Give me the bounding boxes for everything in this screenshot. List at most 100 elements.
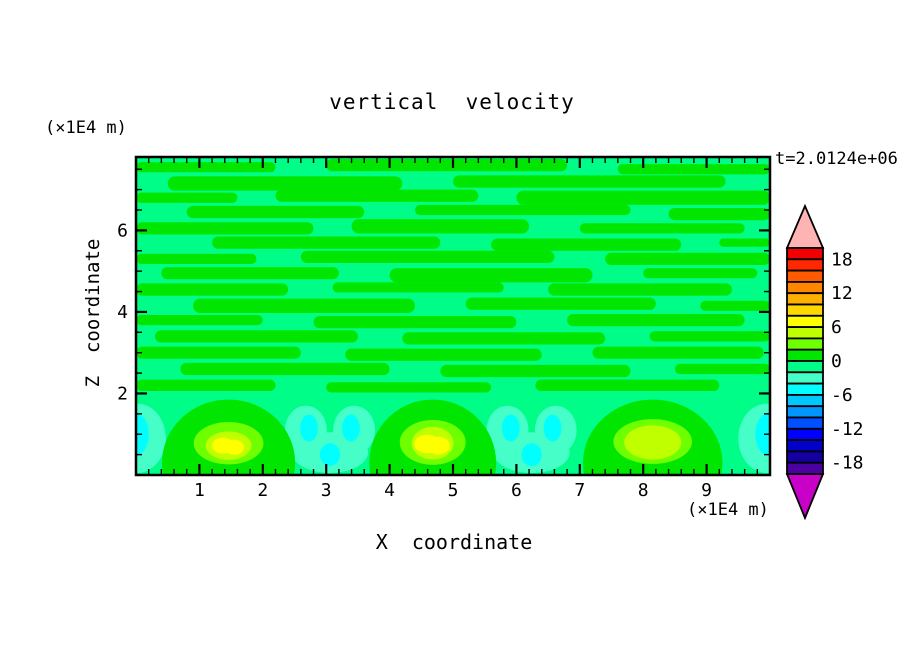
z-tick-label: 6 [117,220,128,241]
streak-band [326,382,492,393]
colorbar-box [786,292,824,306]
colorbar-box [786,360,824,374]
downdraft-core [300,414,318,442]
colorbar-box [786,258,824,272]
streak-band [161,267,339,280]
x-tick-label: 9 [701,480,712,501]
colorbar-label: 12 [831,283,853,304]
z-tick-label: 2 [117,383,128,404]
colorbar: 18 12 6 0 -6 -12 -18 [785,203,864,521]
streak-band [719,238,770,247]
streak-band [136,253,257,265]
streak-band [345,348,542,361]
streak-band [351,219,530,234]
colorbar-under-triangle [785,473,825,521]
time-stamp-label: t=2.0124e+06 [775,149,898,169]
streak-band [605,252,770,266]
colorbar-box [786,427,824,441]
streak-band [440,364,631,378]
colorbar-box [786,314,824,328]
downdraft-core [342,414,360,442]
streak-band [592,346,764,359]
z-tick-label: 4 [117,302,128,323]
downdraft-core [543,414,562,442]
colorbar-box [786,326,824,340]
edge-downdraft-core [136,413,149,455]
streak-band [389,268,593,283]
downdraft-core [501,414,520,442]
streak-band [212,236,441,249]
streak-band [643,268,758,279]
streak-band [649,331,770,342]
colorbar-over-triangle [785,203,825,249]
streak-band [136,222,314,235]
contour-field [136,157,770,475]
streak-band [136,314,263,326]
x-tick-label: 3 [321,480,332,501]
x-tick-label: 1 [194,480,205,501]
colorbar-box [786,439,824,453]
colorbar-label: 6 [831,317,842,338]
streak-band [332,282,504,293]
x-axis-title: X coordinate [375,530,533,554]
z-axis-unit-label: (×1E4 m) [45,118,127,138]
streak-band [167,176,403,191]
edge-downdraft-core [755,413,770,455]
x-tick-label: 7 [574,480,585,501]
x-tick-label: 4 [384,480,395,501]
colorbar-label: 0 [831,351,842,372]
streak-band [136,192,238,203]
colorbar-box [786,461,824,475]
streak-band [700,300,770,311]
streak-band [579,223,745,234]
colorbar-label: -6 [831,385,853,406]
downdraft-core [319,443,341,467]
streak-band [136,379,276,392]
streak-band [136,162,276,173]
updraft-core [224,439,244,455]
colorbar-box [786,416,824,430]
axis-ticks [136,157,770,475]
colorbar-label: 18 [831,249,853,270]
streak-band [180,362,390,376]
streak-band [516,190,770,205]
colorbar-box [786,393,824,408]
streak-band [402,332,606,345]
streak-band [326,159,568,172]
streak-band [491,238,682,251]
streak-band [193,298,415,313]
colorbar-box [786,382,824,396]
x-tick-label: 8 [638,480,649,501]
streak-band [136,346,301,359]
streak-band [548,283,732,296]
streak-band [674,363,770,375]
streak-band [313,316,517,329]
colorbar-box [786,303,824,317]
colorbar-box [786,450,824,464]
streak-band [186,205,365,219]
streak-band [453,175,726,188]
updraft-inner [624,425,682,460]
streak-band [300,250,555,263]
downdraft-core [521,443,542,467]
x-tick-label: 5 [448,480,459,501]
x-axis-unit-label: (×1E4 m) [687,500,769,520]
streak-band [668,207,770,221]
colorbar-box [786,269,824,283]
colorbar-label: -18 [831,453,864,474]
colorbar-box [786,247,824,261]
colorbar-label: -12 [831,419,864,440]
streak-band [465,297,656,310]
colorbar-box [786,337,824,351]
streak-band [567,313,745,327]
plot-title: vertical velocity [329,90,575,114]
colorbar-box [786,280,824,295]
x-tick-label: 6 [511,480,522,501]
streak-band [414,204,631,216]
colorbar-box [786,371,824,385]
updraft-core [427,436,450,455]
x-tick-label: 2 [257,480,268,501]
colorbar-box [786,348,824,362]
streak-band [155,330,358,343]
